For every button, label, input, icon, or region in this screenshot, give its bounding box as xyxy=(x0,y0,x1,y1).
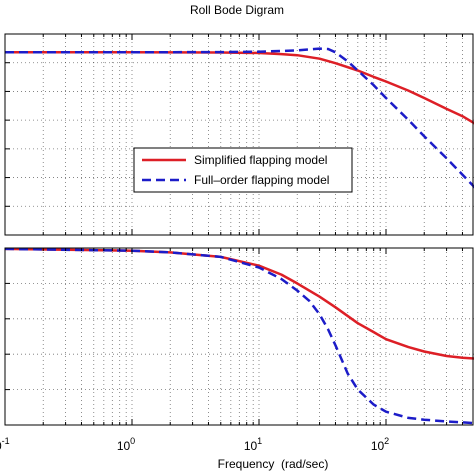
chart-title: Roll Bode Digram xyxy=(190,3,284,17)
legend-box xyxy=(133,147,353,193)
magnitude-series xyxy=(5,47,474,189)
magnitude-grid xyxy=(5,34,474,235)
x-tick-label: 101 xyxy=(244,436,262,453)
magnitude-ticks xyxy=(5,34,463,235)
x-tick-label: 10-1 xyxy=(0,436,10,453)
magnitude-panel: Simplified flapping model Full–order fla… xyxy=(4,33,474,236)
legend: Simplified flapping model Full–order fla… xyxy=(133,147,353,193)
legend-label-full-order: Full–order flapping model xyxy=(194,173,329,187)
phase-grid xyxy=(5,248,474,425)
x-tick-label: 102 xyxy=(371,436,389,453)
full-order-phase-line xyxy=(4,247,474,425)
x-tick-label: 100 xyxy=(117,436,135,453)
phase-series xyxy=(4,247,474,425)
full-order-mag-line xyxy=(5,47,474,189)
x-tick-labels: 10-1 100 101 102 xyxy=(0,436,389,453)
simplified-mag-line xyxy=(5,51,474,125)
x-axis-label: Frequency (rad/sec) xyxy=(218,457,329,471)
phase-panel xyxy=(4,247,474,426)
simplified-phase-line xyxy=(4,247,474,360)
legend-label-simplified: Simplified flapping model xyxy=(194,153,327,167)
phase-ticks xyxy=(5,248,463,425)
